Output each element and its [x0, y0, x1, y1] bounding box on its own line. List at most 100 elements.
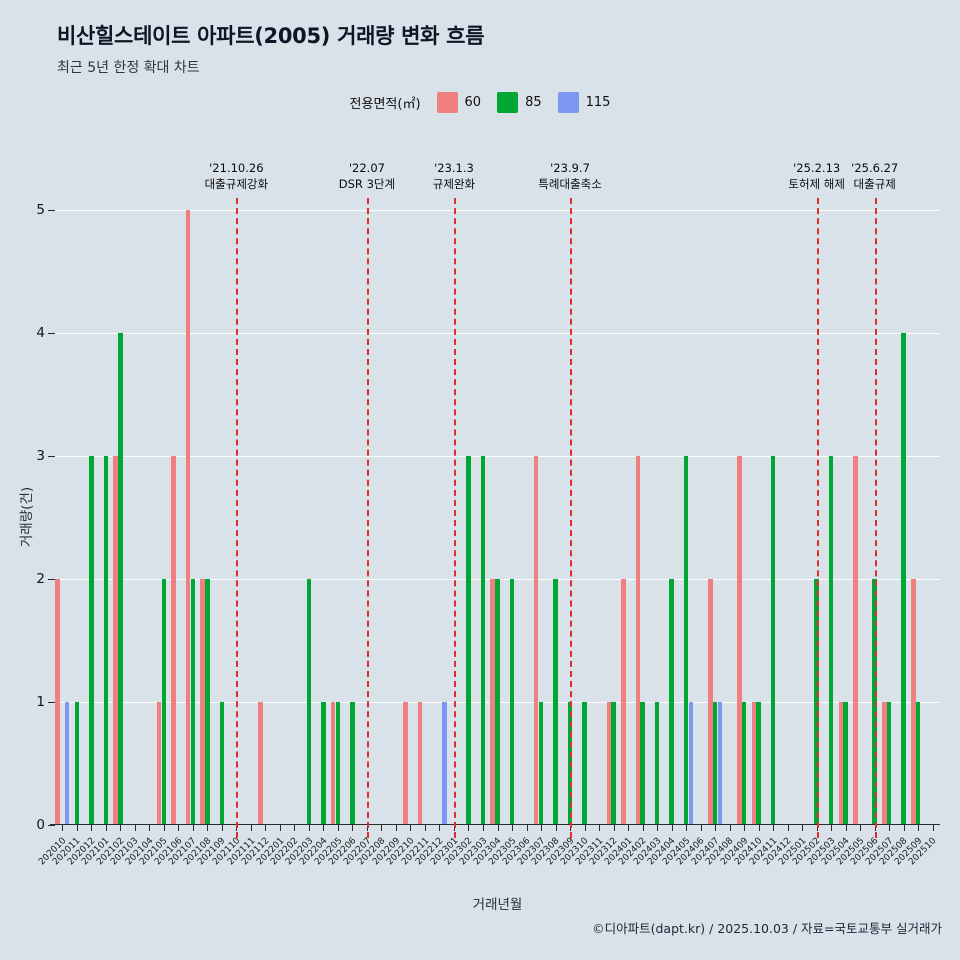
event-label-202502: 토허제 해제: [788, 177, 845, 191]
event-date-202309: '23.9.7: [550, 161, 590, 175]
legend-swatch-115: [557, 92, 579, 113]
x-tick-mark-202205: [337, 825, 339, 831]
legend-swatch-85: [497, 92, 519, 113]
bar-202211-60: [417, 702, 423, 824]
x-tick-mark-202307: [541, 825, 543, 831]
bar-202101-85: [103, 456, 109, 824]
x-tick-mark-202304: [497, 825, 499, 831]
x-tick-mark-202203: [308, 825, 310, 831]
x-tick-mark-202509: [918, 825, 920, 831]
event-line-202207: [366, 198, 369, 838]
event-date-202301: '23.1.3: [434, 161, 474, 175]
y-tick-label-5: 5: [36, 202, 45, 218]
bar-202206-85: [350, 702, 355, 824]
event-line-202502: [816, 198, 819, 838]
x-tick-mark-202407: [715, 825, 717, 831]
legend-item-115: 115: [557, 92, 611, 113]
bar-202108-60: [200, 579, 205, 824]
bar-202310-85: [582, 702, 587, 824]
bar-202106-60: [171, 456, 176, 824]
x-tick-mark-202106: [178, 825, 180, 831]
x-tick-mark-202508: [903, 825, 905, 831]
legend: 전용면적(㎡) 60 85 115: [0, 92, 960, 113]
bar-202407-115: [717, 702, 723, 824]
bar-202205-60: [330, 702, 336, 824]
x-tick-mark-202510: [932, 825, 934, 831]
bar-202107-85: [190, 579, 196, 824]
x-tick-mark-202410: [758, 825, 760, 831]
bar-202405-115: [688, 702, 694, 824]
bar-202509-85: [915, 702, 921, 824]
x-tick-mark-202409: [744, 825, 746, 831]
bar-202108-85: [205, 579, 210, 824]
event-line-202301: [453, 198, 456, 838]
bar-202012-85: [89, 456, 94, 824]
bar-202105-60: [156, 702, 162, 824]
bar-202102-85: [118, 333, 123, 824]
x-tick-mark-202204: [323, 825, 325, 831]
event-line-202110: [236, 198, 239, 838]
bar-202304-60: [490, 579, 495, 824]
bar-202409-60: [737, 456, 742, 824]
event-label-202301: 규제완화: [432, 177, 476, 191]
event-line-202309: [570, 198, 573, 838]
y-tick-label-1: 1: [36, 694, 45, 710]
bar-202312-60: [606, 702, 611, 824]
bar-202505-60: [853, 456, 858, 824]
bar-202407-60: [708, 579, 713, 824]
x-tick-mark-202402: [642, 825, 644, 831]
bar-202105-85: [161, 579, 167, 824]
footer-credit: ©디아파트(dapt.kr) / 2025.10.03 / 자료=국토교통부 실…: [592, 921, 942, 936]
bar-202410-60: [751, 702, 757, 824]
bar-202304-85: [495, 579, 500, 824]
y-axis-title: 거래량(건): [19, 486, 35, 548]
bar-202102-60: [113, 456, 118, 824]
x-tick-mark-202308: [555, 825, 557, 831]
event-annotation-202309: '23.9.7 특례대출축소: [538, 160, 601, 192]
x-tick-mark-202111: [250, 825, 252, 831]
y-tick-mark-2: [48, 578, 55, 580]
x-tick-mark-202107: [192, 825, 194, 831]
x-tick-mark-202503: [831, 825, 833, 831]
x-tick-mark-202302: [468, 825, 470, 831]
x-tick-mark-202408: [729, 825, 731, 831]
event-label-202309: 특례대출축소: [538, 177, 602, 191]
event-annotation-202506: '25.6.27 대출규제: [851, 160, 898, 192]
legend-item-85: 85: [497, 92, 542, 113]
bar-202204-85: [321, 702, 326, 824]
x-tick-mark-202103: [134, 825, 136, 831]
legend-item-label-60: 60: [464, 95, 482, 110]
x-tick-mark-202311: [599, 825, 601, 831]
x-tick-mark-202504: [845, 825, 847, 831]
x-tick-mark-202411: [773, 825, 775, 831]
bar-202305-85: [509, 579, 515, 824]
x-tick-mark-202202: [294, 825, 296, 831]
y-tick-mark-4: [48, 332, 55, 334]
bar-202303-85: [480, 456, 486, 824]
bar-202010-60: [55, 579, 60, 824]
bar-202107-60: [185, 210, 191, 824]
event-date-202110: '21.10.26: [209, 161, 264, 175]
x-axis-line: [50, 824, 940, 825]
x-tick-mark-202102: [120, 825, 122, 831]
legend-title: 전용면적(㎡): [349, 97, 421, 112]
y-tick-mark-3: [48, 455, 55, 457]
chart-subtitle: 최근 5년 한정 확대 차트: [57, 60, 200, 76]
y-tick-label-3: 3: [36, 448, 45, 464]
bar-202410-85: [756, 702, 761, 824]
x-tick-mark-202405: [686, 825, 688, 831]
bar-202504-85: [843, 702, 848, 824]
legend-item-label-115: 115: [585, 95, 611, 110]
bar-202112-60: [258, 702, 263, 824]
bar-202210-60: [403, 702, 408, 824]
x-tick-mark-202210: [410, 825, 412, 831]
x-tick-mark-202303: [482, 825, 484, 831]
y-tick-label-0: 0: [36, 817, 45, 833]
bar-202011-85: [74, 702, 79, 824]
bar-202508-85: [901, 333, 906, 824]
x-tick-mark-202403: [657, 825, 659, 831]
x-tick-mark-202011: [76, 825, 78, 831]
x-tick-mark-202412: [787, 825, 789, 831]
x-tick-mark-202104: [149, 825, 151, 831]
